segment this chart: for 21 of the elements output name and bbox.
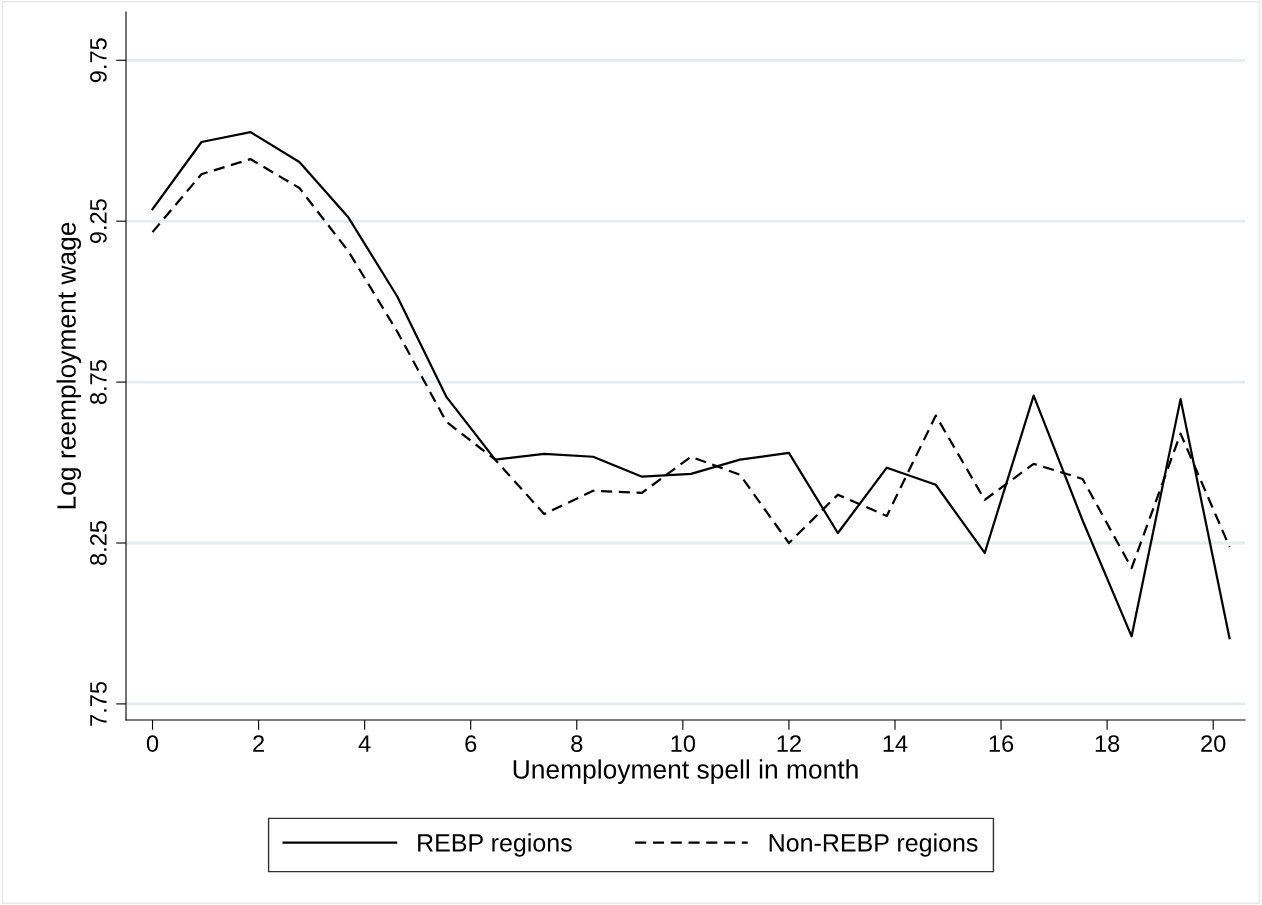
x-tick-label: 2 xyxy=(253,735,264,752)
y-tick-label: 8.75 xyxy=(90,360,107,405)
x-tick-label: 14 xyxy=(883,735,908,752)
x-axis-title: Unemployment spell in month xyxy=(513,759,858,784)
x-tick-label: 12 xyxy=(777,735,801,752)
line-series xyxy=(151,130,1231,640)
y-tick-label: 9.75 xyxy=(90,38,107,83)
x-tick-label: 10 xyxy=(671,735,696,752)
x-tick-label: 18 xyxy=(1095,735,1120,752)
legend-label: REBP regions xyxy=(418,833,572,857)
legend-label: Non-REBP regions xyxy=(769,833,978,857)
x-tick-label: 4 xyxy=(358,735,371,752)
y-tick-label: 8.25 xyxy=(90,521,107,565)
y-tick-label: 7.75 xyxy=(90,681,107,726)
x-tick-label: 0 xyxy=(146,735,159,752)
x-tick-label: 20 xyxy=(1201,735,1226,752)
y-axis-title: Log reemployment wage xyxy=(56,222,82,509)
y-tick-label: 9.25 xyxy=(90,199,107,244)
x-tick-label: 6 xyxy=(465,735,477,752)
x-tick-label: 16 xyxy=(989,735,1014,752)
x-tick-label: 8 xyxy=(571,735,583,752)
